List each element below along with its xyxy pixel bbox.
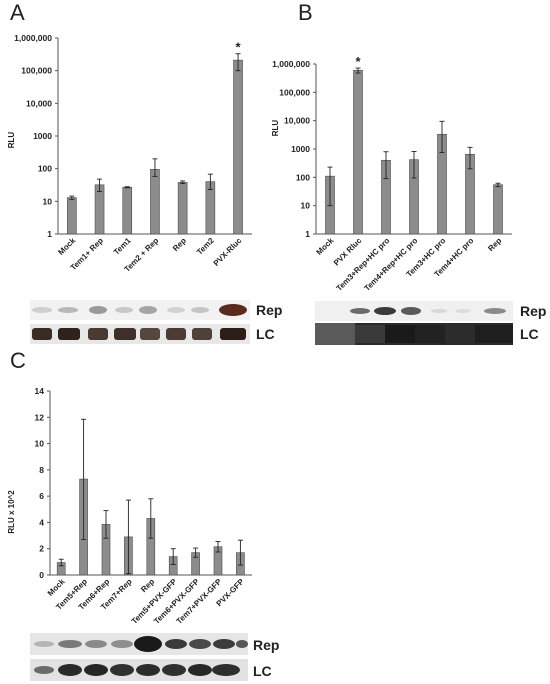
chart-a-category-label: Rep xyxy=(171,236,188,253)
chart-a-category-label: Tem2 xyxy=(195,236,216,257)
chart-a-y-tick-label: 1,000,000 xyxy=(14,33,52,43)
chart-c-category-label: Rep xyxy=(139,577,156,594)
chart-b-y-tick-label: 1,000,000 xyxy=(272,59,310,69)
chart-b-category-label: Tem4+Rep+HC pro xyxy=(363,236,420,293)
chart-b-y-tick-label: 10 xyxy=(301,201,311,211)
blot-b-lc xyxy=(315,323,513,345)
chart-a-bar xyxy=(67,197,77,235)
chart-a-category-label: Tem1 xyxy=(112,236,133,257)
chart-a-y-axis-label: RLU xyxy=(7,132,16,149)
chart-c-y-tick-label: 4 xyxy=(39,517,44,527)
chart-a-y-tick-label: 10 xyxy=(43,196,53,206)
blot-a-lc-label: LC xyxy=(256,326,275,342)
chart-b-y-tick-label: 1000 xyxy=(291,144,310,154)
chart-c-y-tick-label: 2 xyxy=(39,544,44,554)
blot-c-lc xyxy=(30,659,248,681)
chart-b-bar xyxy=(353,69,363,235)
chart-b-y-tick-label: 10,000 xyxy=(284,116,310,126)
chart-a-y-tick-label: 10,000 xyxy=(26,98,52,108)
chart-a-category-label: PVX-Rluc xyxy=(212,236,244,268)
blot-c-lc-label: LC xyxy=(253,663,272,679)
chart-a-category-label: Mock xyxy=(56,236,77,257)
chart-c-y-tick-label: 8 xyxy=(39,465,44,475)
blot-b-rep xyxy=(315,301,513,321)
chart-c-y-tick-label: 10 xyxy=(35,439,45,449)
chart-a-bar xyxy=(94,184,105,235)
chart-a-y-tick-label: 1 xyxy=(47,229,52,239)
chart-a-bar xyxy=(177,182,188,235)
chart-b-y-tick-label: 100 xyxy=(296,172,310,182)
blot-c-rep-label: Rep xyxy=(253,637,280,653)
chart-c-y-tick-label: 12 xyxy=(35,412,45,422)
chart-c-y-tick-label: 14 xyxy=(35,386,45,396)
chart-c-y-tick-label: 6 xyxy=(39,491,44,501)
chart-c-y-tick-label: 0 xyxy=(39,570,44,580)
chart-b-y-axis-label: RLU xyxy=(271,120,280,137)
panel-label-a: A xyxy=(10,0,25,25)
panel-label-b: B xyxy=(298,0,313,25)
chart-c-y-axis-label: RLU x 10^2 xyxy=(7,490,16,534)
chart-b-y-tick-label: 100,000 xyxy=(279,87,310,97)
chart-a-bar xyxy=(150,169,160,235)
chart-a-significance-marker: * xyxy=(236,40,242,55)
chart-b-bar xyxy=(493,184,503,235)
blot-a-rep-label: Rep xyxy=(256,302,283,318)
chart-a-bar xyxy=(233,59,243,235)
blot-a-rep xyxy=(30,300,250,320)
chart-a-bar xyxy=(122,186,133,235)
chart-b-category-label: Rep xyxy=(486,236,503,253)
chart-a-y-tick-label: 100,000 xyxy=(21,66,52,76)
panel-label-c: C xyxy=(10,348,26,373)
chart-b-category-label: Tem3+Rep+HC pro xyxy=(335,236,392,293)
blot-b-rep-label: Rep xyxy=(520,303,547,319)
chart-b-significance-marker: * xyxy=(355,54,361,69)
chart-a-y-tick-label: 1000 xyxy=(33,131,52,141)
chart-b-y-tick-label: 1 xyxy=(305,229,310,239)
chart-a-y-tick-label: 100 xyxy=(38,164,52,174)
chart-b-category-label: Mock xyxy=(315,236,336,257)
blot-a-lc xyxy=(30,324,250,344)
blot-b-lc-label: LC xyxy=(520,326,539,342)
blot-c-rep xyxy=(30,633,248,655)
